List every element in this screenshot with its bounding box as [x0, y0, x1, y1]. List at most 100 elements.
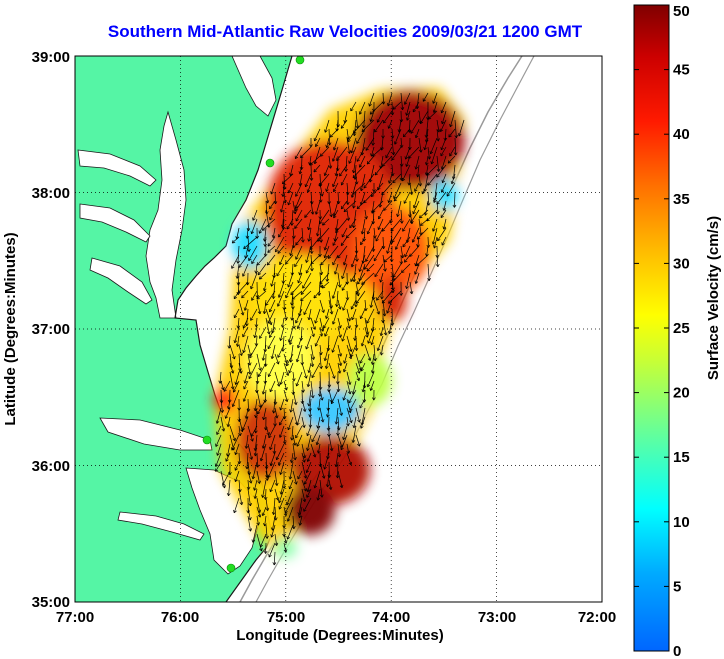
colorbar-tick-label: 50 — [673, 3, 690, 20]
velocity-arrow — [357, 272, 366, 285]
velocity-arrow — [415, 254, 420, 267]
velocity-arrow — [317, 416, 321, 429]
velocity-arrow-head — [316, 425, 320, 429]
velocity-arrow-head — [214, 463, 219, 467]
velocity-arrow — [265, 308, 272, 325]
velocity-arrow — [391, 263, 395, 281]
velocity-arrow — [219, 371, 222, 384]
velocity-arrow — [356, 146, 366, 162]
velocity-arrow — [317, 443, 321, 454]
velocity-arrow-head — [407, 146, 412, 150]
velocity-arrow — [242, 317, 249, 329]
velocity-arrow — [237, 317, 240, 329]
velocity-arrow-head — [360, 368, 364, 372]
velocity-arrow — [304, 470, 312, 485]
velocity-arrow — [248, 362, 258, 379]
velocity-arrow — [255, 335, 258, 346]
velocity-arrow-head — [272, 562, 277, 566]
velocity-arrow — [332, 281, 339, 299]
velocity-arrow-head — [329, 213, 333, 218]
velocity-arrow — [285, 254, 294, 265]
velocity-arrow — [346, 452, 352, 466]
velocity-arrow-head — [279, 407, 283, 411]
velocity-arrow — [249, 344, 258, 359]
velocity-arrow-head — [427, 277, 431, 281]
velocity-arrow-head — [279, 209, 284, 213]
velocity-arrow-head — [268, 334, 273, 338]
velocity-arrow — [294, 218, 303, 229]
velocity-arrow — [301, 416, 305, 428]
albemarle-sound — [99, 417, 213, 451]
velocity-arrow — [332, 335, 339, 353]
velocity-arrow-head — [359, 187, 364, 192]
velocity-arrow-head — [453, 152, 458, 156]
velocity-arrow — [426, 155, 429, 166]
velocity-arrow — [256, 389, 262, 408]
velocity-arrow-head — [371, 397, 376, 401]
velocity-arrow — [391, 128, 394, 139]
velocity-arrow — [309, 407, 312, 418]
velocity-arrow-head — [304, 375, 308, 379]
velocity-arrow-head — [251, 475, 256, 480]
velocity-arrow-head — [286, 536, 291, 540]
velocity-arrow-head — [254, 414, 258, 418]
velocity-arrow — [422, 92, 429, 102]
velocity-arrow — [247, 515, 251, 532]
velocity-arrow-head — [249, 456, 254, 460]
velocity-arrow — [380, 326, 384, 336]
velocity-arrow-head — [442, 207, 447, 211]
velocity-arrow — [355, 362, 360, 374]
velocity-arrow-head — [403, 200, 407, 204]
velocity-arrow-head — [348, 348, 353, 352]
velocity-arrow-head — [289, 252, 293, 256]
velocity-arrow-head — [436, 174, 440, 178]
velocity-arrow-head — [350, 278, 354, 282]
velocity-arrow-head — [344, 168, 348, 172]
velocity-arrow — [337, 191, 340, 204]
velocity-arrow-head — [351, 316, 355, 321]
velocity-arrow — [333, 182, 339, 192]
velocity-arrow-head — [222, 482, 226, 486]
velocity-arrow-head — [355, 258, 359, 262]
velocity-arrow — [446, 182, 456, 197]
velocity-arrow — [381, 281, 384, 300]
velocity-arrow-head — [278, 234, 282, 238]
velocity-arrow-head — [441, 120, 445, 125]
velocity-arrow-head — [269, 462, 274, 466]
velocity-arrow — [318, 281, 321, 296]
velocity-arrow-head — [252, 217, 256, 221]
velocity-arrow-head — [349, 419, 353, 424]
velocity-arrow — [373, 236, 375, 252]
velocity-arrow — [400, 137, 403, 148]
velocity-arrow — [443, 218, 447, 230]
velocity-arrow — [288, 182, 294, 194]
velocity-arrow — [424, 137, 429, 150]
velocity-arrow-head — [356, 370, 361, 374]
velocity-arrow-head — [331, 158, 336, 162]
velocity-arrow — [346, 317, 350, 329]
velocity-arrow-head — [250, 433, 255, 437]
velocity-arrow-head — [259, 543, 264, 548]
velocity-arrow — [280, 371, 285, 385]
velocity-arrow-head — [331, 295, 336, 299]
velocity-arrow — [440, 119, 447, 132]
velocity-arrow — [352, 425, 357, 443]
colorbar-tick-label: 45 — [673, 62, 690, 79]
velocity-arrow — [319, 326, 323, 337]
velocity-arrow-head — [376, 311, 381, 315]
velocity-arrow — [243, 380, 249, 390]
velocity-arrow-head — [258, 276, 263, 280]
velocity-arrow-head — [269, 205, 273, 210]
velocity-arrow-head — [226, 406, 231, 410]
velocity-arrow — [355, 335, 357, 351]
velocity-arrow — [401, 263, 411, 273]
velocity-arrow — [254, 326, 258, 338]
velocity-arrow-head — [303, 488, 307, 492]
velocity-arrow-head — [449, 153, 453, 157]
velocity-arrow — [391, 281, 394, 293]
velocity-arrow — [362, 380, 366, 393]
velocity-arrow-head — [307, 226, 311, 231]
velocity-arrow-head — [442, 226, 447, 230]
velocity-arrow — [292, 515, 295, 529]
velocity-arrow-head — [302, 408, 307, 412]
